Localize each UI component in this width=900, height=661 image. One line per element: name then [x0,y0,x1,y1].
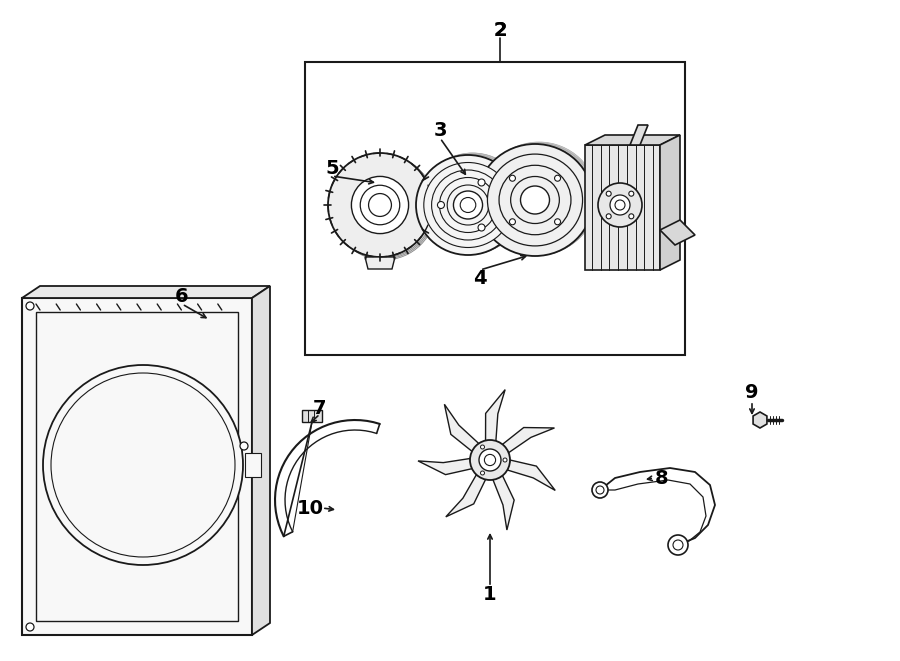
Polygon shape [753,412,767,428]
Ellipse shape [424,163,512,247]
Circle shape [478,224,485,231]
Circle shape [437,202,445,208]
Polygon shape [252,286,270,635]
Ellipse shape [417,155,521,255]
Ellipse shape [488,154,582,246]
Circle shape [331,155,435,259]
Ellipse shape [481,142,597,254]
Circle shape [629,214,634,219]
Ellipse shape [499,165,571,235]
Polygon shape [245,453,261,477]
Ellipse shape [432,170,504,240]
Circle shape [554,175,561,181]
Circle shape [479,449,501,471]
Circle shape [26,623,34,631]
Text: 8: 8 [655,469,669,488]
Circle shape [509,175,516,181]
Circle shape [481,471,484,475]
Circle shape [478,179,485,186]
Polygon shape [493,476,514,530]
Ellipse shape [420,153,524,253]
Polygon shape [585,145,660,270]
Polygon shape [36,312,238,621]
Circle shape [592,482,608,498]
Circle shape [328,153,432,257]
Circle shape [484,454,496,465]
Ellipse shape [460,198,476,212]
Circle shape [240,442,248,450]
Ellipse shape [510,176,560,223]
Ellipse shape [416,155,520,255]
Text: 9: 9 [745,383,759,403]
Polygon shape [446,475,485,517]
Polygon shape [502,428,554,453]
Circle shape [610,195,630,215]
Polygon shape [630,125,648,145]
Circle shape [51,373,235,557]
Ellipse shape [454,191,482,219]
Ellipse shape [421,153,525,253]
Circle shape [607,191,611,196]
Ellipse shape [479,143,595,255]
Ellipse shape [478,144,594,256]
Polygon shape [365,257,395,269]
Circle shape [369,194,392,216]
Circle shape [607,214,611,219]
Circle shape [332,156,436,260]
Polygon shape [22,286,270,298]
Bar [305,62,685,355]
Polygon shape [660,135,680,270]
Polygon shape [418,459,472,475]
Circle shape [554,219,561,225]
Circle shape [43,365,243,565]
Text: 3: 3 [433,120,446,139]
Circle shape [360,185,400,225]
Polygon shape [445,405,479,451]
Ellipse shape [480,143,596,255]
Text: 1: 1 [483,586,497,605]
Ellipse shape [418,154,522,254]
Circle shape [598,183,642,227]
Circle shape [629,191,634,196]
Circle shape [596,486,604,494]
Text: 6: 6 [176,286,189,305]
Text: 10: 10 [296,498,323,518]
Polygon shape [660,220,695,245]
Circle shape [26,302,34,310]
Circle shape [509,219,516,225]
Ellipse shape [477,144,593,256]
Polygon shape [22,298,252,635]
Circle shape [481,445,484,449]
Circle shape [503,458,507,462]
Circle shape [615,200,625,210]
Polygon shape [585,135,680,145]
Ellipse shape [439,178,497,233]
Text: 2: 2 [493,20,507,40]
Circle shape [351,176,409,233]
Polygon shape [485,389,505,441]
Circle shape [470,440,510,480]
Ellipse shape [520,186,550,214]
Polygon shape [302,410,322,422]
Ellipse shape [419,154,523,254]
Circle shape [673,540,683,550]
Text: 7: 7 [313,399,327,418]
Text: 2: 2 [493,20,507,40]
Circle shape [330,154,434,258]
Text: 5: 5 [325,159,338,178]
Polygon shape [508,460,555,490]
Text: 4: 4 [473,268,487,288]
Circle shape [668,535,688,555]
Ellipse shape [447,185,489,225]
